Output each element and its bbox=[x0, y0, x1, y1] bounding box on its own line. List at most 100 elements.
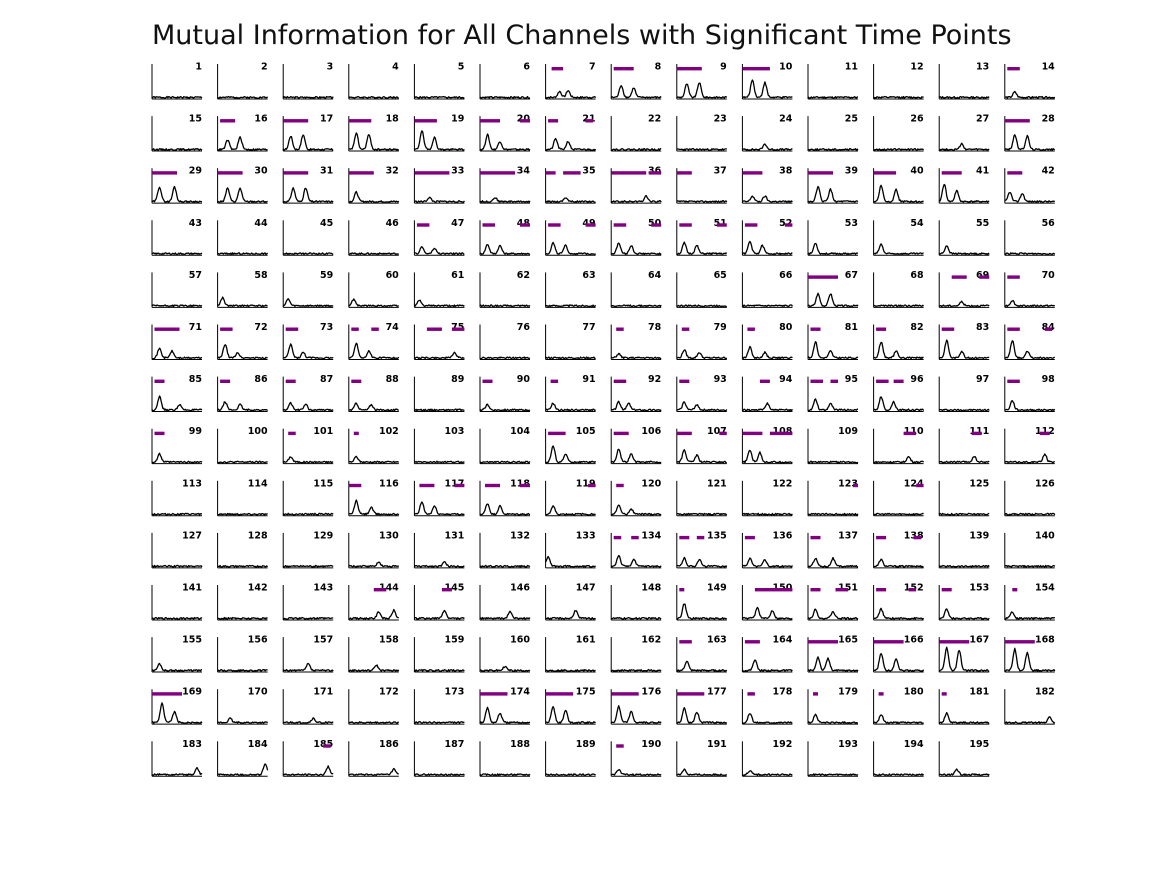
mi-trace bbox=[742, 557, 793, 568]
channel-panel-169: 169 bbox=[151, 687, 203, 725]
channel-label: 29 bbox=[189, 166, 202, 177]
mi-trace bbox=[479, 356, 531, 360]
channel-label: 7 bbox=[589, 62, 596, 73]
significant-bar bbox=[679, 535, 690, 540]
channel-panel-116: 116 bbox=[348, 478, 400, 517]
channel-panel-104: 104 bbox=[479, 426, 531, 465]
channel-panel-78: 78 bbox=[610, 322, 662, 360]
channel-label: 74 bbox=[386, 322, 400, 333]
channel-label: 66 bbox=[779, 270, 793, 281]
channel-panel-195: 195 bbox=[938, 739, 990, 777]
mi-trace bbox=[545, 137, 597, 151]
channel-panel-191: 191 bbox=[676, 739, 727, 777]
channel-panel-190: 190 bbox=[610, 739, 662, 777]
significant-bar bbox=[588, 483, 596, 488]
significant-bar bbox=[939, 640, 970, 644]
mi-trace bbox=[414, 130, 465, 151]
channel-label: 78 bbox=[648, 322, 662, 333]
channel-label: 167 bbox=[969, 635, 989, 646]
significant-bar bbox=[353, 431, 359, 436]
significant-bar bbox=[744, 535, 755, 540]
mi-trace bbox=[741, 659, 793, 672]
channel-label: 101 bbox=[313, 426, 333, 437]
channel-label: 147 bbox=[576, 583, 596, 594]
mi-trace bbox=[873, 396, 925, 412]
significant-bar bbox=[808, 171, 833, 175]
channel-label: 13 bbox=[976, 62, 989, 73]
significant-bar bbox=[1007, 327, 1020, 331]
significant-bar bbox=[873, 640, 904, 644]
significant-bar bbox=[348, 483, 362, 488]
mi-trace bbox=[742, 713, 793, 724]
significant-bar bbox=[873, 171, 897, 175]
mi-trace bbox=[742, 195, 793, 203]
channel-panel-51: 51 bbox=[676, 218, 728, 256]
significant-bar bbox=[154, 431, 165, 436]
channel-label: 169 bbox=[182, 687, 202, 698]
mi-trace bbox=[545, 445, 597, 464]
significant-bar bbox=[916, 483, 924, 488]
channel-panel-176: 176 bbox=[610, 687, 662, 725]
mi-trace bbox=[676, 148, 727, 151]
channel-label: 93 bbox=[714, 374, 727, 385]
channel-panel-112: 112 bbox=[1004, 426, 1055, 465]
channel-panel-167: 167 bbox=[938, 635, 990, 673]
mi-trace bbox=[611, 147, 662, 151]
channel-panel-59: 59 bbox=[282, 270, 334, 308]
channel-label: 182 bbox=[1035, 687, 1055, 698]
channel-panel-132: 132 bbox=[479, 530, 531, 569]
channel-label: 144 bbox=[379, 583, 399, 594]
channel-label: 177 bbox=[707, 687, 727, 698]
significant-bar bbox=[679, 379, 690, 383]
mi-trace bbox=[873, 455, 925, 464]
mi-trace bbox=[413, 299, 465, 308]
mi-trace bbox=[217, 95, 269, 99]
mi-trace bbox=[676, 304, 727, 308]
channel-label: 133 bbox=[576, 530, 596, 541]
channel-panel-53: 53 bbox=[807, 218, 858, 256]
channel-label: 149 bbox=[707, 583, 727, 594]
channel-label: 173 bbox=[445, 687, 465, 698]
channel-label: 99 bbox=[189, 426, 202, 437]
channel-label: 77 bbox=[582, 322, 595, 333]
mi-trace bbox=[282, 401, 334, 412]
channel-panel-95: 95 bbox=[807, 374, 858, 413]
mi-trace bbox=[151, 766, 203, 776]
significant-bar bbox=[835, 588, 848, 592]
mi-trace bbox=[282, 564, 334, 568]
mi-trace bbox=[217, 669, 268, 672]
channel-label: 168 bbox=[1035, 635, 1055, 646]
significant-bar bbox=[520, 483, 530, 488]
channel-panel-28: 28 bbox=[1004, 114, 1055, 152]
channel-label: 126 bbox=[1035, 478, 1055, 489]
channel-label: 191 bbox=[707, 739, 727, 750]
channel-label: 67 bbox=[845, 270, 858, 281]
channel-label: 183 bbox=[182, 739, 202, 750]
channel-panel-184: 184 bbox=[217, 739, 269, 777]
mi-trace bbox=[283, 717, 334, 724]
channel-panel-66: 66 bbox=[741, 270, 793, 308]
channel-label: 187 bbox=[445, 739, 465, 750]
channel-label: 125 bbox=[969, 478, 989, 489]
channel-label: 180 bbox=[904, 687, 924, 698]
significant-bar bbox=[941, 327, 955, 331]
channel-panel-6: 6 bbox=[479, 62, 530, 100]
mi-trace bbox=[545, 505, 596, 516]
channel-panel-110: 110 bbox=[873, 426, 925, 465]
significant-bar bbox=[808, 275, 838, 279]
channel-panel-30: 30 bbox=[217, 166, 268, 204]
channel-label: 136 bbox=[773, 530, 793, 541]
channel-label: 26 bbox=[910, 114, 924, 125]
channel-panel-40: 40 bbox=[873, 166, 924, 204]
page-title: Mutual Information for All Channels with… bbox=[152, 20, 1012, 51]
mi-trace bbox=[545, 668, 596, 672]
mi-trace bbox=[479, 244, 531, 256]
channel-panel-79: 79 bbox=[676, 322, 728, 360]
channel-panel-81: 81 bbox=[807, 322, 859, 360]
channel-label: 158 bbox=[379, 635, 399, 646]
channel-label: 4 bbox=[392, 62, 399, 73]
channel-panel-5: 5 bbox=[413, 62, 465, 100]
significant-bar bbox=[941, 171, 962, 175]
channel-label: 19 bbox=[451, 114, 464, 125]
channel-panel-99: 99 bbox=[151, 426, 203, 465]
